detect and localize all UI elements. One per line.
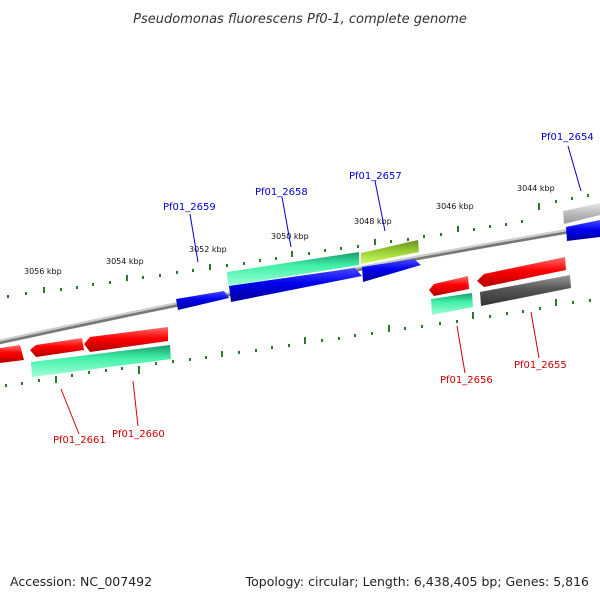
gene-label[interactable]: Pf01_2656: [440, 375, 493, 386]
ruler-label: 3050 kbp: [271, 232, 309, 241]
gene-label[interactable]: Pf01_2661: [53, 435, 106, 446]
gene-arrow-2660[interactable]: [31, 327, 171, 377]
ruler-label: 3048 kbp: [354, 217, 392, 226]
gene-label[interactable]: Pf01_2657: [349, 171, 402, 182]
gene-label[interactable]: Pf01_2659: [163, 202, 216, 213]
ruler-label: 3044 kbp: [517, 184, 555, 193]
gene-arrow-2659[interactable]: [176, 291, 229, 310]
gene-arrow-2655[interactable]: [477, 257, 571, 306]
gene-label[interactable]: Pf01_2655: [514, 360, 567, 371]
accession-text: Accession: NC_007492: [10, 574, 153, 589]
gene-label[interactable]: Pf01_2654: [541, 132, 594, 143]
gene-arrow-2654[interactable]: [563, 203, 600, 241]
ruler-label: 3046 kbp: [436, 202, 474, 211]
gene-arrow-2657[interactable]: [361, 240, 421, 282]
gene-arrow-2656[interactable]: [429, 276, 473, 315]
reverse-ruler: [5, 299, 591, 387]
gene-label[interactable]: Pf01_2658: [255, 187, 308, 198]
genome-summary-text: Topology: circular; Length: 6,438,405 bp…: [245, 574, 589, 589]
gene-label[interactable]: Pf01_2660: [112, 429, 165, 440]
map-title: Pseudomonas fluorescens Pf0-1, complete …: [133, 12, 467, 27]
gene-leader-lines: [60, 145, 582, 435]
ruler-label: 3052 kbp: [189, 245, 227, 254]
gene-arrow-2658[interactable]: [227, 252, 362, 302]
ruler-label: 3056 kbp: [24, 267, 62, 276]
gene-arrow-2661[interactable]: [0, 338, 84, 363]
ruler-label: 3054 kbp: [106, 257, 144, 266]
forward-ruler: [7, 194, 589, 298]
